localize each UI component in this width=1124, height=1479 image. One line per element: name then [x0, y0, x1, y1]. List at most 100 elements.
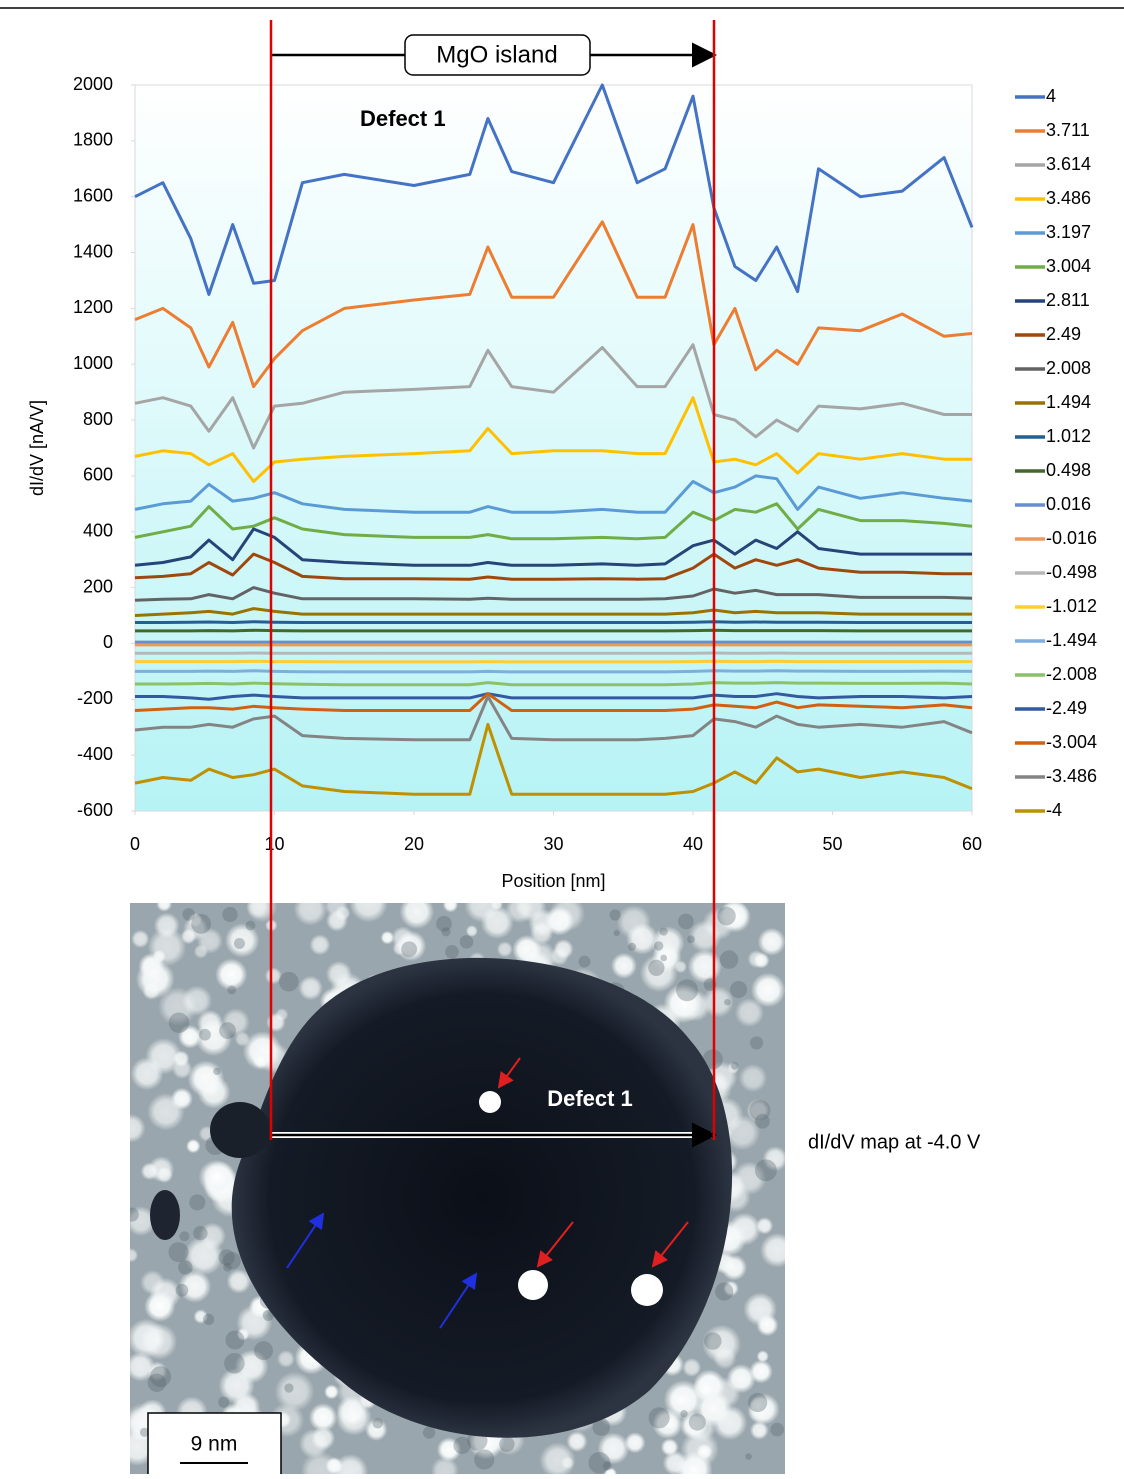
texture-shade — [687, 935, 695, 943]
texture-shade — [578, 956, 590, 968]
texture-shade — [234, 938, 245, 949]
texture-blob — [197, 1076, 230, 1109]
x-tick-label: 20 — [404, 834, 424, 854]
texture-blob — [721, 1255, 747, 1281]
defect — [631, 1274, 663, 1306]
texture-shade — [628, 943, 636, 951]
texture-shade — [453, 1437, 470, 1454]
texture-shade — [609, 909, 620, 920]
series-line — [135, 661, 972, 662]
texture-blob — [299, 1429, 329, 1459]
texture-shade — [279, 972, 299, 992]
legend-label: 4 — [1046, 86, 1056, 106]
y-tick-label: 1200 — [73, 297, 113, 317]
defect-label: Defect 1 — [547, 1086, 633, 1111]
texture-blob — [275, 1008, 288, 1021]
texture-shade — [724, 999, 730, 1005]
legend-label: -2.008 — [1046, 664, 1097, 684]
texture-shade — [203, 1314, 214, 1325]
y-tick-label: -200 — [77, 688, 113, 708]
texture-shade — [648, 960, 664, 976]
legend-label: -1.012 — [1046, 596, 1097, 616]
texture-blob — [277, 1350, 295, 1368]
texture-blob — [298, 976, 323, 1001]
texture-blob — [199, 1160, 234, 1195]
texture-shade — [678, 914, 694, 930]
legend-label: 1.012 — [1046, 426, 1091, 446]
legend-label: 0.016 — [1046, 494, 1091, 514]
texture-blob — [156, 896, 172, 912]
y-axis-title: dI/dV [nA/V] — [27, 400, 47, 496]
series-line — [135, 630, 972, 631]
texture-shade — [193, 1226, 207, 1240]
texture-shade — [717, 907, 736, 926]
texture-shade — [499, 1436, 514, 1451]
legend-label: -3.486 — [1046, 766, 1097, 786]
series-line — [135, 671, 972, 672]
texture-shade — [189, 1194, 205, 1210]
texture-shade — [218, 1397, 229, 1408]
texture-blob — [148, 1156, 174, 1182]
y-tick-label: 1600 — [73, 185, 113, 205]
y-tick-label: 200 — [83, 576, 113, 596]
y-tick-label: 400 — [83, 521, 113, 541]
plot-area — [135, 85, 972, 811]
x-tick-label: 50 — [822, 834, 842, 854]
texture-shade — [176, 1284, 189, 1297]
x-tick-label: 10 — [264, 834, 284, 854]
texture-blob — [727, 1364, 756, 1393]
texture-shade — [614, 930, 620, 936]
texture-blob — [186, 1139, 200, 1153]
x-axis-title: Position [nm] — [501, 871, 605, 891]
legend-label: -4 — [1046, 800, 1062, 820]
texture-shade — [660, 927, 668, 935]
texture-blob — [756, 1314, 778, 1336]
texture-blob — [131, 930, 149, 948]
texture-shade — [750, 1036, 763, 1049]
texture-shade — [745, 1453, 751, 1459]
texture-blob — [117, 1114, 146, 1143]
y-tick-label: 0 — [103, 632, 113, 652]
texture-shade — [223, 1252, 241, 1270]
texture-shade — [246, 920, 256, 930]
texture-blob — [497, 941, 513, 957]
texture-blob — [661, 1438, 679, 1456]
texture-shade — [169, 1242, 189, 1262]
texture-blob — [144, 1291, 175, 1322]
annotation: MgO island — [436, 41, 557, 68]
x-tick-label: 0 — [130, 834, 140, 854]
legend-label: 2.008 — [1046, 358, 1091, 378]
texture-shade — [125, 1208, 139, 1222]
legend-label: 3.711 — [1046, 120, 1090, 140]
legend-label: 3.486 — [1046, 188, 1091, 208]
texture-blob — [171, 1088, 193, 1110]
texture-blob — [712, 1405, 747, 1440]
texture-blob — [182, 985, 213, 1016]
x-tick-label: 30 — [543, 834, 563, 854]
texture-blob — [335, 905, 351, 921]
texture-blob — [566, 1431, 587, 1452]
texture-shade — [755, 1159, 777, 1181]
legend-label: 3.004 — [1046, 256, 1091, 276]
texture-shade — [730, 981, 747, 998]
texture-shade — [748, 1393, 767, 1412]
texture-shade — [284, 1383, 293, 1392]
texture-blob — [753, 952, 769, 968]
texture-shade — [715, 1282, 733, 1300]
texture-blob — [140, 1270, 165, 1295]
y-tick-label: 600 — [83, 465, 113, 485]
texture-blob — [624, 1432, 645, 1453]
texture-shade — [680, 1410, 687, 1417]
texture-shade — [213, 1068, 220, 1075]
y-tick-label: -400 — [77, 744, 113, 764]
texture-blob — [399, 894, 434, 929]
texture-blob — [336, 1400, 372, 1436]
texture-shade — [750, 1100, 771, 1121]
legend-label: 3.614 — [1046, 154, 1091, 174]
texture-shade — [731, 1062, 738, 1069]
y-tick-label: 1000 — [73, 353, 113, 373]
texture-blob — [443, 897, 458, 912]
texture-shade — [225, 1330, 244, 1349]
texture-blob — [136, 960, 175, 999]
